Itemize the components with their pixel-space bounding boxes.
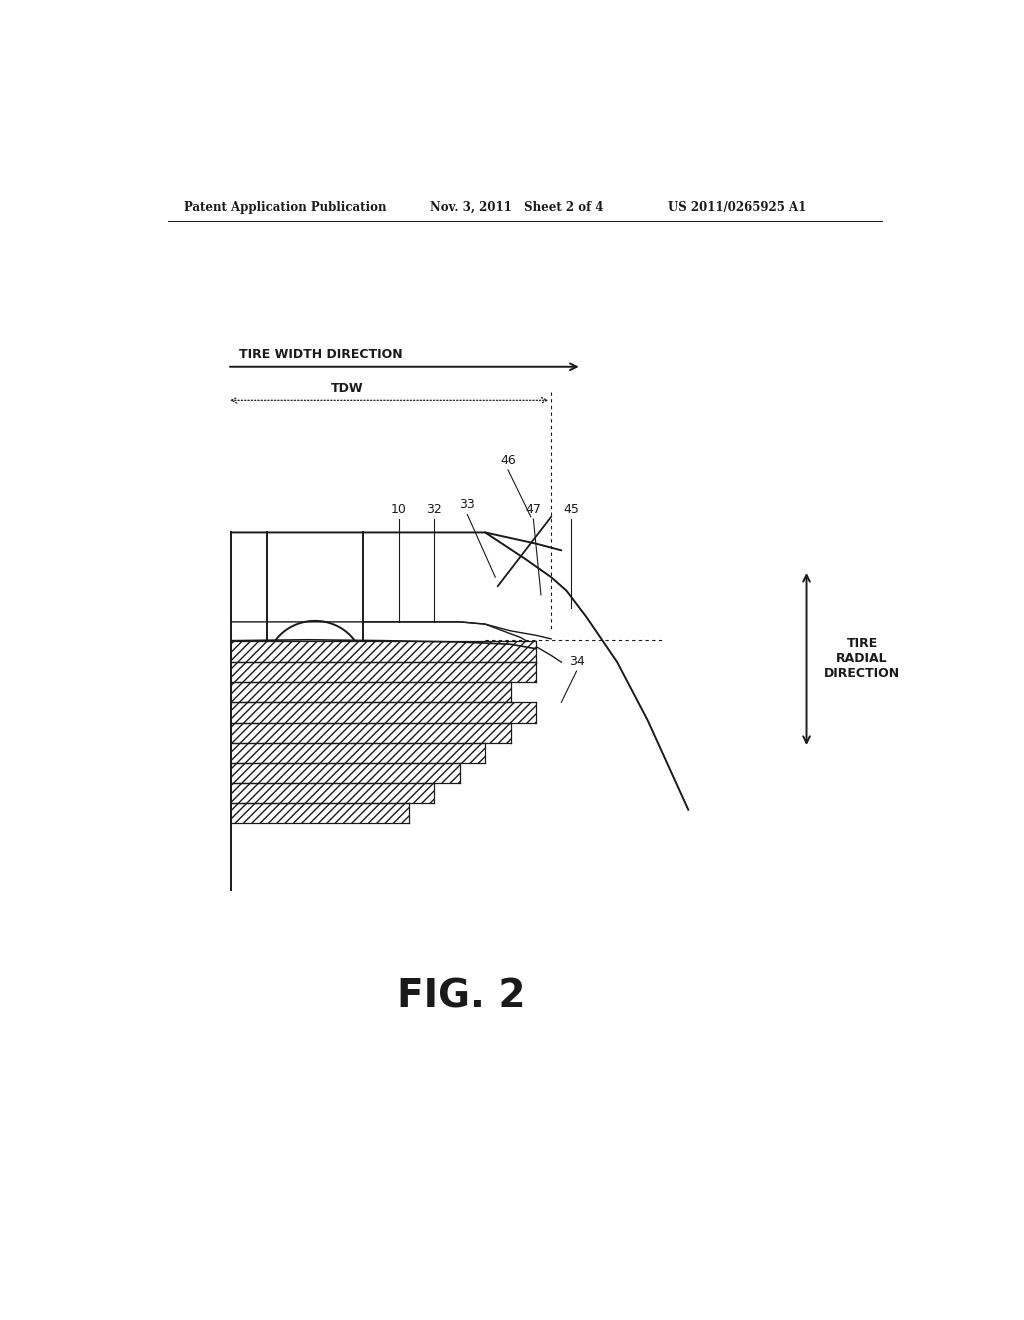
Polygon shape — [231, 682, 511, 702]
Polygon shape — [231, 702, 536, 722]
Text: Patent Application Publication: Patent Application Publication — [183, 201, 386, 214]
Polygon shape — [231, 640, 536, 663]
Text: 10: 10 — [391, 503, 407, 516]
Text: TIRE
RADIAL
DIRECTION: TIRE RADIAL DIRECTION — [824, 638, 900, 681]
Text: 32: 32 — [426, 503, 442, 516]
Text: FIG. 2: FIG. 2 — [397, 978, 525, 1016]
Polygon shape — [231, 663, 536, 682]
Polygon shape — [231, 783, 434, 803]
Polygon shape — [231, 803, 409, 824]
Text: TDW: TDW — [331, 383, 364, 395]
Text: 47: 47 — [525, 503, 542, 516]
Polygon shape — [231, 743, 485, 763]
Text: 46: 46 — [500, 454, 516, 467]
Text: 45: 45 — [563, 503, 580, 516]
Text: Nov. 3, 2011   Sheet 2 of 4: Nov. 3, 2011 Sheet 2 of 4 — [430, 201, 603, 214]
Text: 33: 33 — [460, 499, 475, 511]
Text: 34: 34 — [568, 655, 585, 668]
Text: TIRE WIDTH DIRECTION: TIRE WIDTH DIRECTION — [240, 347, 402, 360]
Polygon shape — [231, 763, 460, 783]
Text: US 2011/0265925 A1: US 2011/0265925 A1 — [668, 201, 806, 214]
Polygon shape — [231, 722, 511, 743]
